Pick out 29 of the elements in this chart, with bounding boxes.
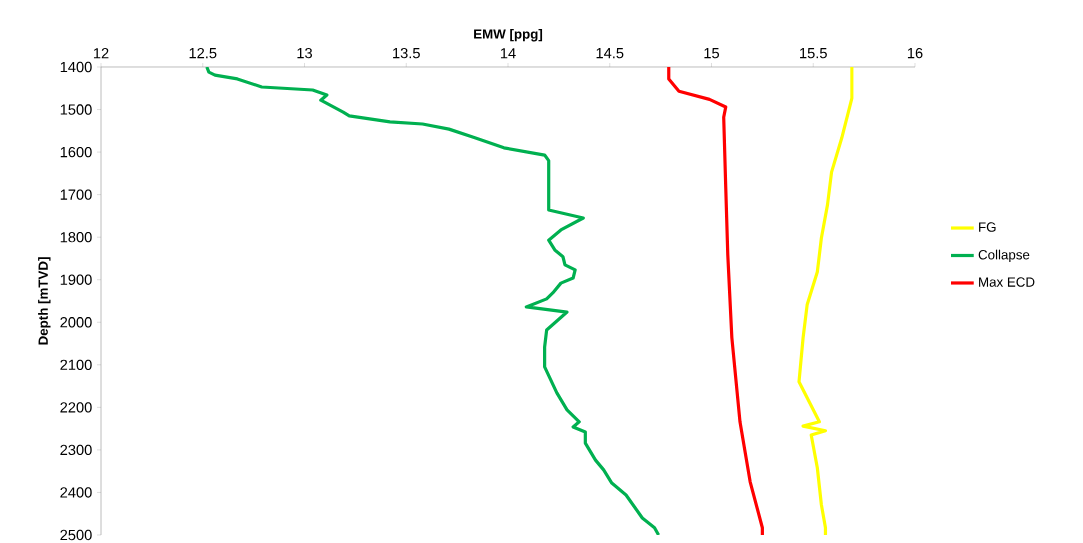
line-series — [667, 67, 764, 535]
y-tick-label: 2300 — [60, 444, 92, 456]
y-tick-label: 1700 — [60, 189, 92, 200]
y-tick-label: 2200 — [60, 402, 92, 413]
y-tick-label: 2100 — [60, 359, 92, 371]
y-tick-label: 1500 — [60, 104, 92, 115]
line-series — [797, 67, 854, 535]
x-axis-title: EMW [ppg] — [474, 28, 543, 42]
x-tick-label: 13 — [297, 47, 313, 59]
x-tick-label: 14.5 — [596, 48, 624, 59]
x-tick-label: 16 — [907, 47, 923, 59]
x-tick-label: 13.5 — [393, 47, 420, 59]
x-tick-label: 15.5 — [800, 48, 827, 59]
legend-label: Max ECD — [979, 277, 1035, 287]
x-tick-label: 12 — [93, 48, 109, 59]
legend-label: Collapse — [978, 249, 1030, 263]
y-tick-label: 1400 — [60, 61, 92, 73]
y-tick-label: 2400 — [60, 487, 92, 498]
x-tick-label: 14 — [500, 48, 516, 59]
x-tick-label: 12.5 — [189, 47, 217, 59]
y-tick-label: 1900 — [60, 274, 92, 285]
line-series — [205, 67, 661, 535]
legend-label: FG — [979, 222, 996, 232]
y-tick-label: 2000 — [60, 317, 92, 328]
y-tick-label: 1800 — [60, 232, 92, 243]
x-tick-label: 15 — [704, 48, 720, 59]
y-tick-label: 1600 — [60, 146, 92, 158]
y-tick-label: 2500 — [60, 529, 92, 541]
y-axis-title: Depth [mTVD] — [38, 257, 51, 345]
